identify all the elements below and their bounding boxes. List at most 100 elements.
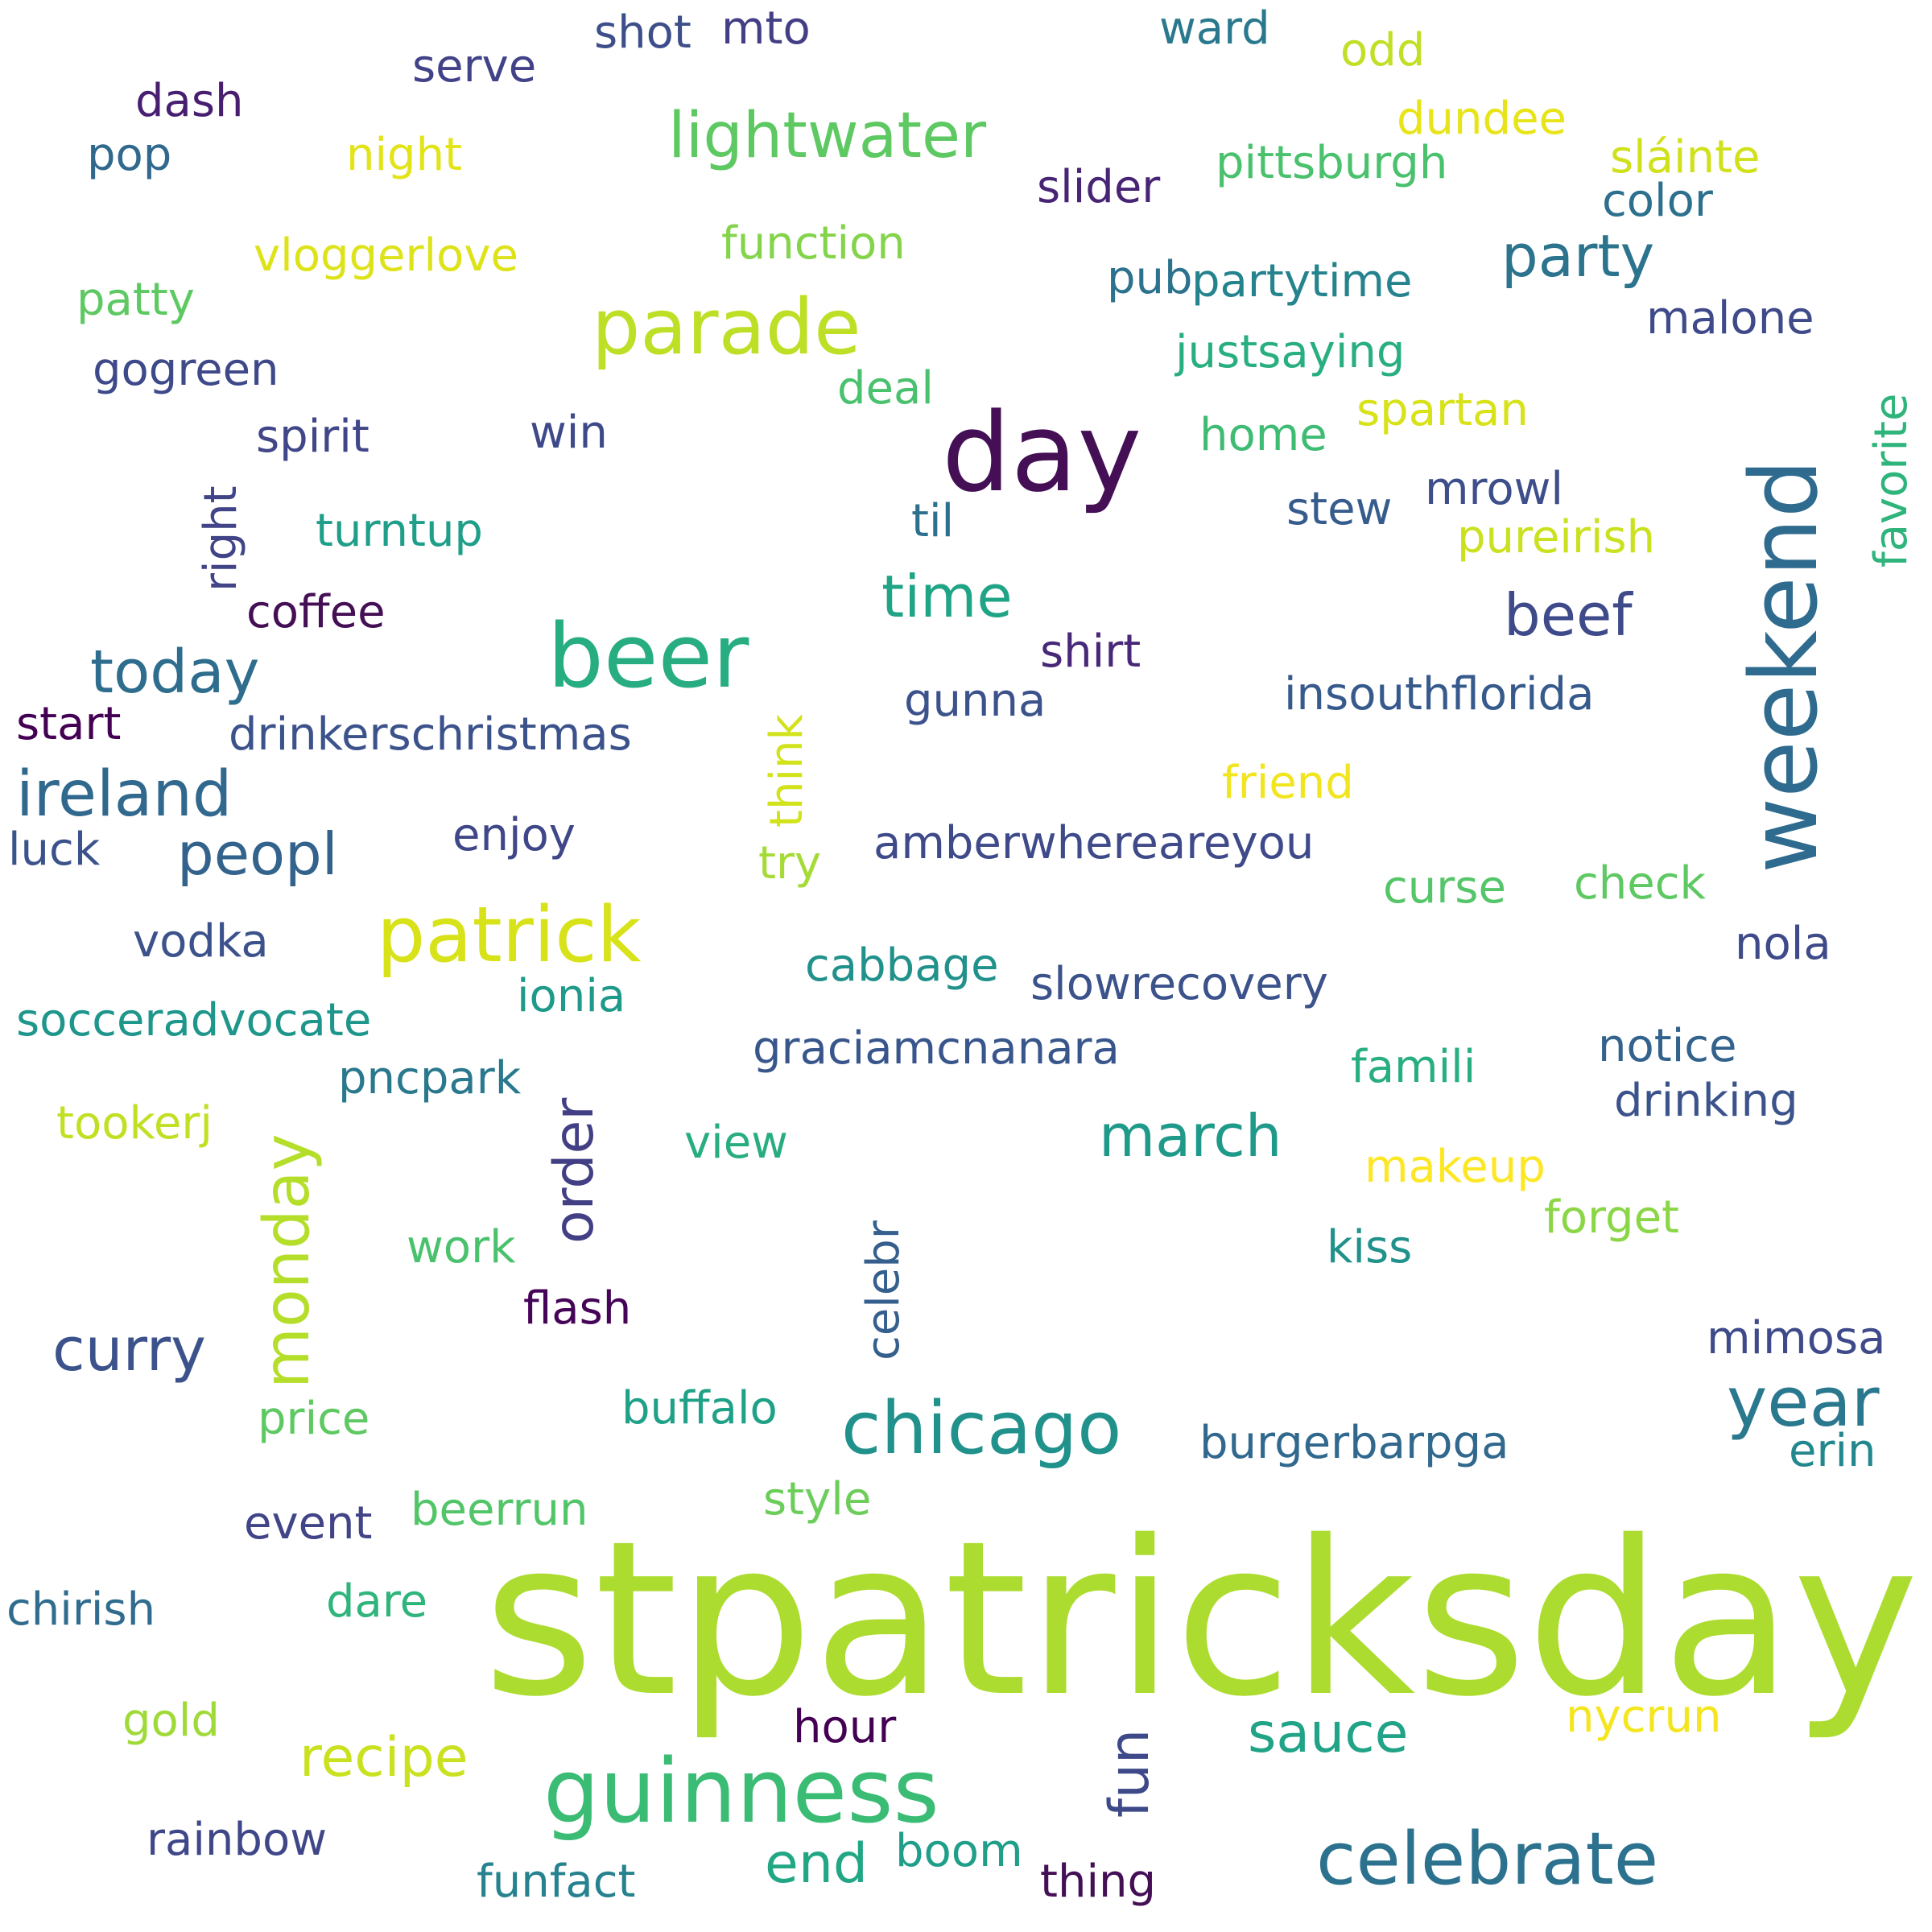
word: amberwhereareyou: [873, 817, 1315, 869]
word: win: [530, 407, 608, 459]
word: gold: [122, 1695, 220, 1747]
word: vodka: [133, 915, 269, 968]
word: forget: [1544, 1191, 1679, 1244]
word: drinking: [1614, 1075, 1798, 1127]
word: beef: [1504, 581, 1633, 649]
word: famili: [1351, 1041, 1476, 1093]
word: celebr: [857, 1220, 910, 1360]
word: work: [407, 1221, 516, 1274]
word: notice: [1598, 1020, 1737, 1072]
word: style: [763, 1473, 872, 1525]
word: burgerbarpga: [1199, 1417, 1509, 1469]
word: dash: [135, 75, 244, 127]
word: curse: [1383, 861, 1506, 914]
word: march: [1099, 1102, 1282, 1170]
word: dare: [326, 1575, 428, 1628]
word: pureirish: [1457, 511, 1656, 564]
word: lightwater: [668, 100, 987, 172]
word: parade: [592, 283, 861, 372]
word: ionia: [517, 970, 626, 1022]
word: gunna: [904, 675, 1046, 727]
word: shirt: [1040, 625, 1141, 678]
word: chicago: [841, 1386, 1122, 1471]
word: insouthflorida: [1284, 668, 1595, 720]
word: favorite: [1865, 393, 1918, 568]
word: friend: [1222, 757, 1354, 809]
word: spirit: [256, 411, 369, 463]
word: thing: [1040, 1856, 1157, 1908]
word: home: [1199, 409, 1327, 461]
word: pop: [87, 129, 172, 181]
word: sláinte: [1610, 131, 1761, 184]
word: odd: [1340, 24, 1426, 76]
word: beer: [547, 605, 749, 708]
word: start: [16, 698, 122, 750]
word: peopl: [177, 820, 338, 888]
word: boom: [895, 1825, 1023, 1877]
word: function: [721, 217, 906, 270]
word: event: [244, 1497, 373, 1550]
word: enjoy: [452, 809, 576, 861]
word: price: [258, 1393, 370, 1445]
word: flash: [523, 1282, 632, 1335]
word: stew: [1286, 483, 1393, 535]
word: stpatricksday: [483, 1496, 1919, 1744]
word: graciamcnanara: [753, 1022, 1120, 1075]
word: dundee: [1397, 93, 1567, 145]
word: guinness: [543, 1740, 939, 1843]
word: mto: [721, 2, 811, 55]
word: pittsburgh: [1216, 137, 1448, 189]
word: til: [911, 495, 955, 547]
word: kiss: [1327, 1221, 1413, 1274]
word: celebrate: [1316, 1817, 1659, 1901]
word: serve: [412, 40, 537, 93]
word: cabbage: [805, 939, 999, 992]
word: nola: [1735, 918, 1831, 970]
word: erin: [1789, 1425, 1876, 1477]
word: monday: [251, 1133, 324, 1389]
word: patrick: [377, 891, 642, 980]
word: right: [195, 485, 247, 592]
word: year: [1727, 1363, 1880, 1443]
word: party: [1501, 222, 1655, 290]
word: today: [90, 638, 260, 707]
word: day: [942, 390, 1142, 516]
word: color: [1602, 175, 1713, 227]
word: mimosa: [1707, 1312, 1886, 1364]
word: pncpark: [338, 1052, 522, 1104]
word: rainbow: [147, 1814, 327, 1866]
word: justsaying: [1175, 326, 1406, 378]
word: buffalo: [621, 1382, 778, 1435]
word: beerrun: [411, 1484, 588, 1536]
word: deal: [837, 362, 934, 415]
word: luck: [8, 824, 101, 876]
word: spartan: [1356, 384, 1529, 436]
word: partytime: [1191, 255, 1413, 308]
word: gogreen: [93, 344, 279, 396]
word: coffee: [246, 586, 386, 638]
word: funfact: [477, 1856, 636, 1908]
word: hour: [793, 1701, 897, 1753]
word: order: [543, 1097, 606, 1244]
word: mrowl: [1425, 463, 1563, 515]
word: socceradvocate: [16, 994, 372, 1046]
word: time: [881, 563, 1013, 630]
word: malone: [1646, 292, 1814, 345]
word: nycrun: [1566, 1690, 1722, 1743]
word: tookerj: [56, 1097, 213, 1150]
word: turntup: [316, 505, 483, 557]
word: makeup: [1364, 1141, 1546, 1193]
word: pub: [1107, 252, 1193, 304]
word: ireland: [16, 758, 233, 831]
word: patty: [76, 274, 195, 326]
word: end: [765, 1832, 869, 1896]
word: sauce: [1248, 1702, 1409, 1765]
word: fun: [1098, 1728, 1162, 1818]
word: recipe: [299, 1726, 469, 1790]
word: shot: [594, 6, 691, 59]
word: weekend: [1731, 459, 1839, 873]
word: ward: [1159, 2, 1270, 55]
word: slowrecovery: [1030, 958, 1328, 1010]
word: slider: [1037, 161, 1161, 213]
